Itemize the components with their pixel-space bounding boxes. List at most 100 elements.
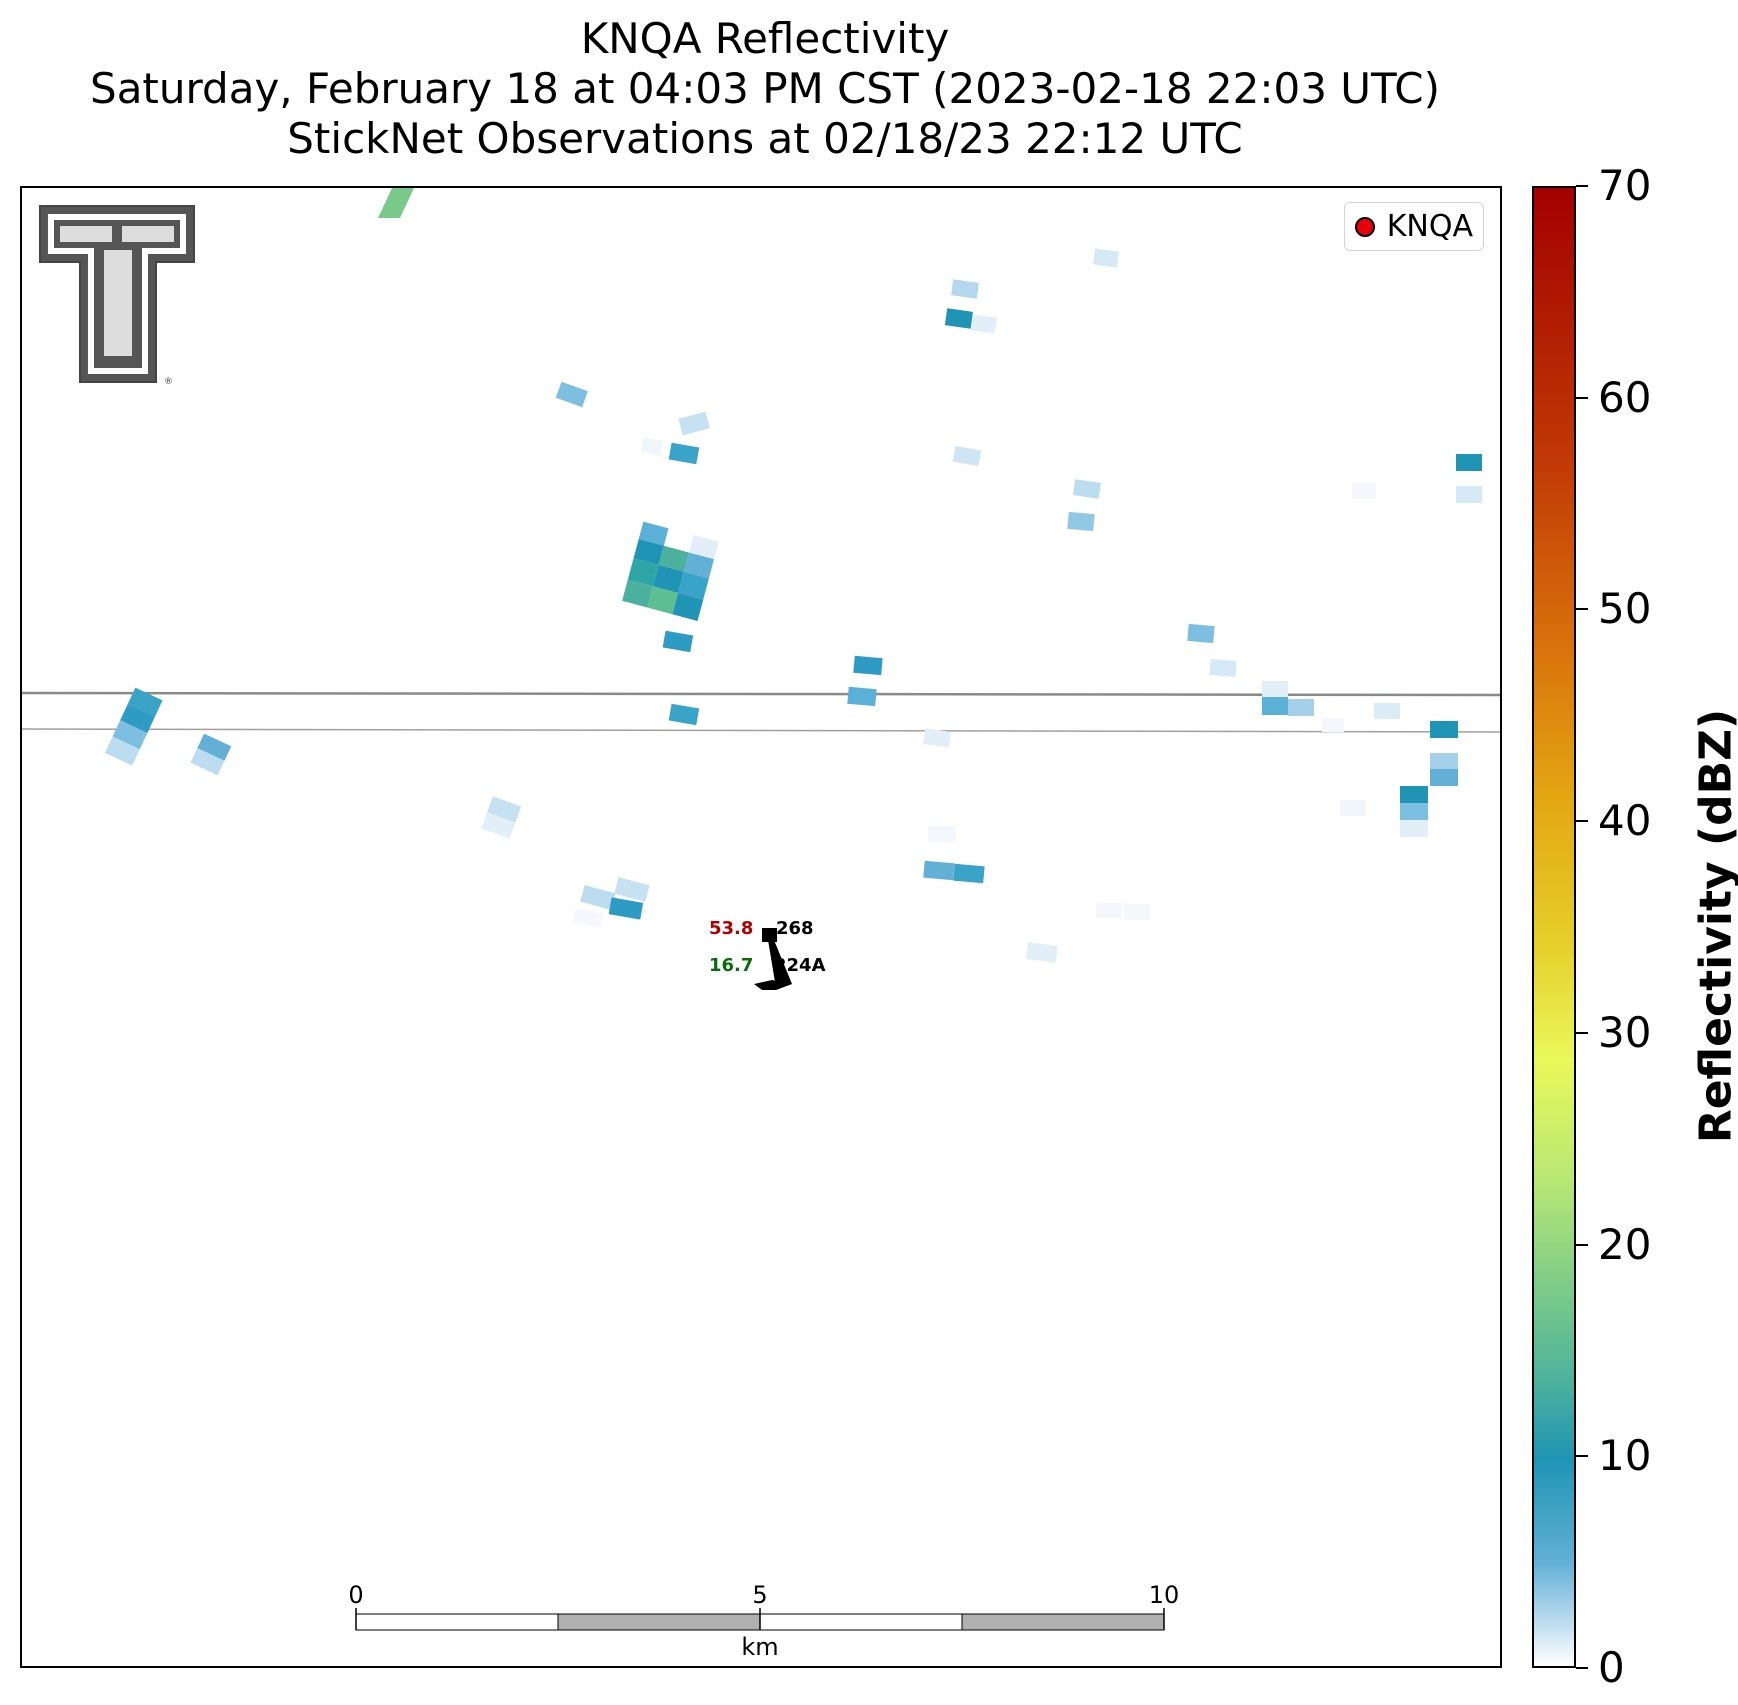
reflectivity-gate <box>487 796 522 823</box>
reflectivity-gate <box>1209 658 1237 678</box>
reflectivity-gate <box>944 308 973 329</box>
chart-title: KNQA Reflectivity Saturday, February 18 … <box>20 14 1510 164</box>
reflectivity-gate <box>127 687 163 717</box>
reflectivity-gate <box>647 586 679 615</box>
texas-tech-logo-icon: ® <box>39 205 195 387</box>
reflectivity-gate <box>1400 803 1428 820</box>
reflectivity-gate <box>928 826 956 842</box>
reflectivity-gate <box>1322 718 1344 732</box>
reflectivity-gate <box>112 720 148 750</box>
reflectivity-gate <box>1430 769 1458 786</box>
reflectivity-gate <box>951 279 979 299</box>
scale-label-5: 5 <box>752 1581 767 1609</box>
reflectivity-gate <box>640 437 664 456</box>
reflectivity-gate <box>1288 699 1314 716</box>
reflectivity-gate <box>1400 820 1428 837</box>
colorbar-tick-label: 40 <box>1598 796 1652 846</box>
colorbar-title: Reflectivity (dBZ) <box>1690 708 1738 1144</box>
reflectivity-gate <box>1456 454 1482 471</box>
reflectivity-gate <box>1093 248 1119 268</box>
reflectivity-gate <box>652 565 684 594</box>
reflectivity-gate <box>952 445 982 467</box>
colorbar-tick-label: 60 <box>1598 372 1652 422</box>
reflectivity-gate <box>1374 703 1400 719</box>
reflectivity-gate <box>1067 511 1095 532</box>
colorbar-tick <box>1576 1455 1588 1458</box>
reflectivity-gate <box>633 538 664 566</box>
sticknet-station <box>754 928 792 990</box>
title-line-2: Saturday, February 18 at 04:03 PM CST (2… <box>90 64 1440 113</box>
reflectivity-gate <box>923 860 955 881</box>
colorbar-tick <box>1576 1243 1588 1246</box>
reflectivity-gate <box>678 571 709 600</box>
reflectivity-gate <box>953 863 985 884</box>
reflectivity-gate <box>678 411 710 436</box>
reflectivity-gate <box>622 579 653 608</box>
reflectivity-gate <box>1262 681 1288 697</box>
wind-barb-flag-icon <box>754 980 792 990</box>
boundary-line <box>22 691 1500 697</box>
reflectivity-gate <box>668 442 700 465</box>
colorbar-tick-label: 0 <box>1598 1643 1625 1692</box>
reflectivity-gate <box>638 521 669 546</box>
reflectivity-gate <box>672 593 704 621</box>
reflectivity-gate <box>847 686 877 707</box>
reflectivity-gate <box>580 885 616 910</box>
scale-label-10: 10 <box>1149 1581 1180 1609</box>
reflectivity-gate <box>1456 486 1482 503</box>
scale-label-0: 0 <box>348 1581 363 1609</box>
radar-map: 53.8 268 16.7 224A ® 0 5 10 km <box>20 186 1502 1668</box>
reflectivity-gate <box>1187 623 1215 644</box>
reflectivity-gates <box>104 188 1482 964</box>
boundary-line <box>22 728 1500 733</box>
reflectivity-gate <box>1430 753 1458 770</box>
colorbar-tick <box>1576 1667 1588 1669</box>
reflectivity-gate <box>481 812 516 839</box>
reflectivity-gate <box>572 908 604 928</box>
colorbar-tick-label: 10 <box>1598 1431 1652 1481</box>
legend-label: KNQA <box>1386 209 1473 244</box>
map-legend: KNQA <box>1343 202 1484 251</box>
colorbar-tick <box>1576 185 1588 187</box>
reflectivity-gate <box>688 535 719 560</box>
colorbar-tick-label: 30 <box>1598 1007 1652 1057</box>
colorbar-tick <box>1576 820 1588 823</box>
reflectivity-gate <box>662 630 694 653</box>
title-line-3: StickNet Observations at 02/18/23 22:12 … <box>287 114 1243 163</box>
colorbar-tick <box>1576 1031 1588 1034</box>
station-pressure: 268 <box>776 918 814 939</box>
reflectivity-gate <box>197 733 232 761</box>
reflectivity-gate <box>555 381 588 408</box>
reflectivity-gate <box>853 655 883 676</box>
reflectivity-gate <box>1340 800 1366 816</box>
reflectivity-gate <box>608 897 644 920</box>
station-id: 224A <box>774 955 826 976</box>
colorbar-tick-label: 70 <box>1598 161 1652 210</box>
reflectivity-gate <box>1124 904 1150 920</box>
scale-unit: km <box>741 1633 778 1661</box>
colorbar-tick-label: 50 <box>1598 584 1652 634</box>
reflectivity-colorbar <box>1532 186 1576 1668</box>
reflectivity-gate <box>1096 903 1122 918</box>
scale-bar: 0 5 10 km <box>348 1581 1179 1661</box>
station-temperature: 53.8 <box>709 918 753 939</box>
station-dewpoint: 16.7 <box>709 955 753 976</box>
reflectivity-gate <box>683 552 715 579</box>
reflectivity-gate <box>1400 786 1428 803</box>
reflectivity-gate <box>627 558 659 587</box>
reflectivity-gate <box>614 877 650 902</box>
wind-barb-icon <box>768 940 792 988</box>
colorbar-tick <box>1576 396 1588 399</box>
radar-site-marker-icon <box>1354 216 1375 237</box>
reflectivity-gate <box>971 314 997 334</box>
reflectivity-gate <box>658 545 689 572</box>
reflectivity-gate <box>1025 941 1058 964</box>
colorbar-tick <box>1576 608 1588 611</box>
reflectivity-gate <box>1073 479 1101 499</box>
svg-text:®: ® <box>164 377 173 387</box>
reflectivity-gate <box>668 703 700 726</box>
reflectivity-gate <box>923 728 951 748</box>
station-marker-icon <box>762 928 777 942</box>
reflectivity-gate <box>1430 721 1458 738</box>
reflectivity-gate <box>1262 697 1288 715</box>
